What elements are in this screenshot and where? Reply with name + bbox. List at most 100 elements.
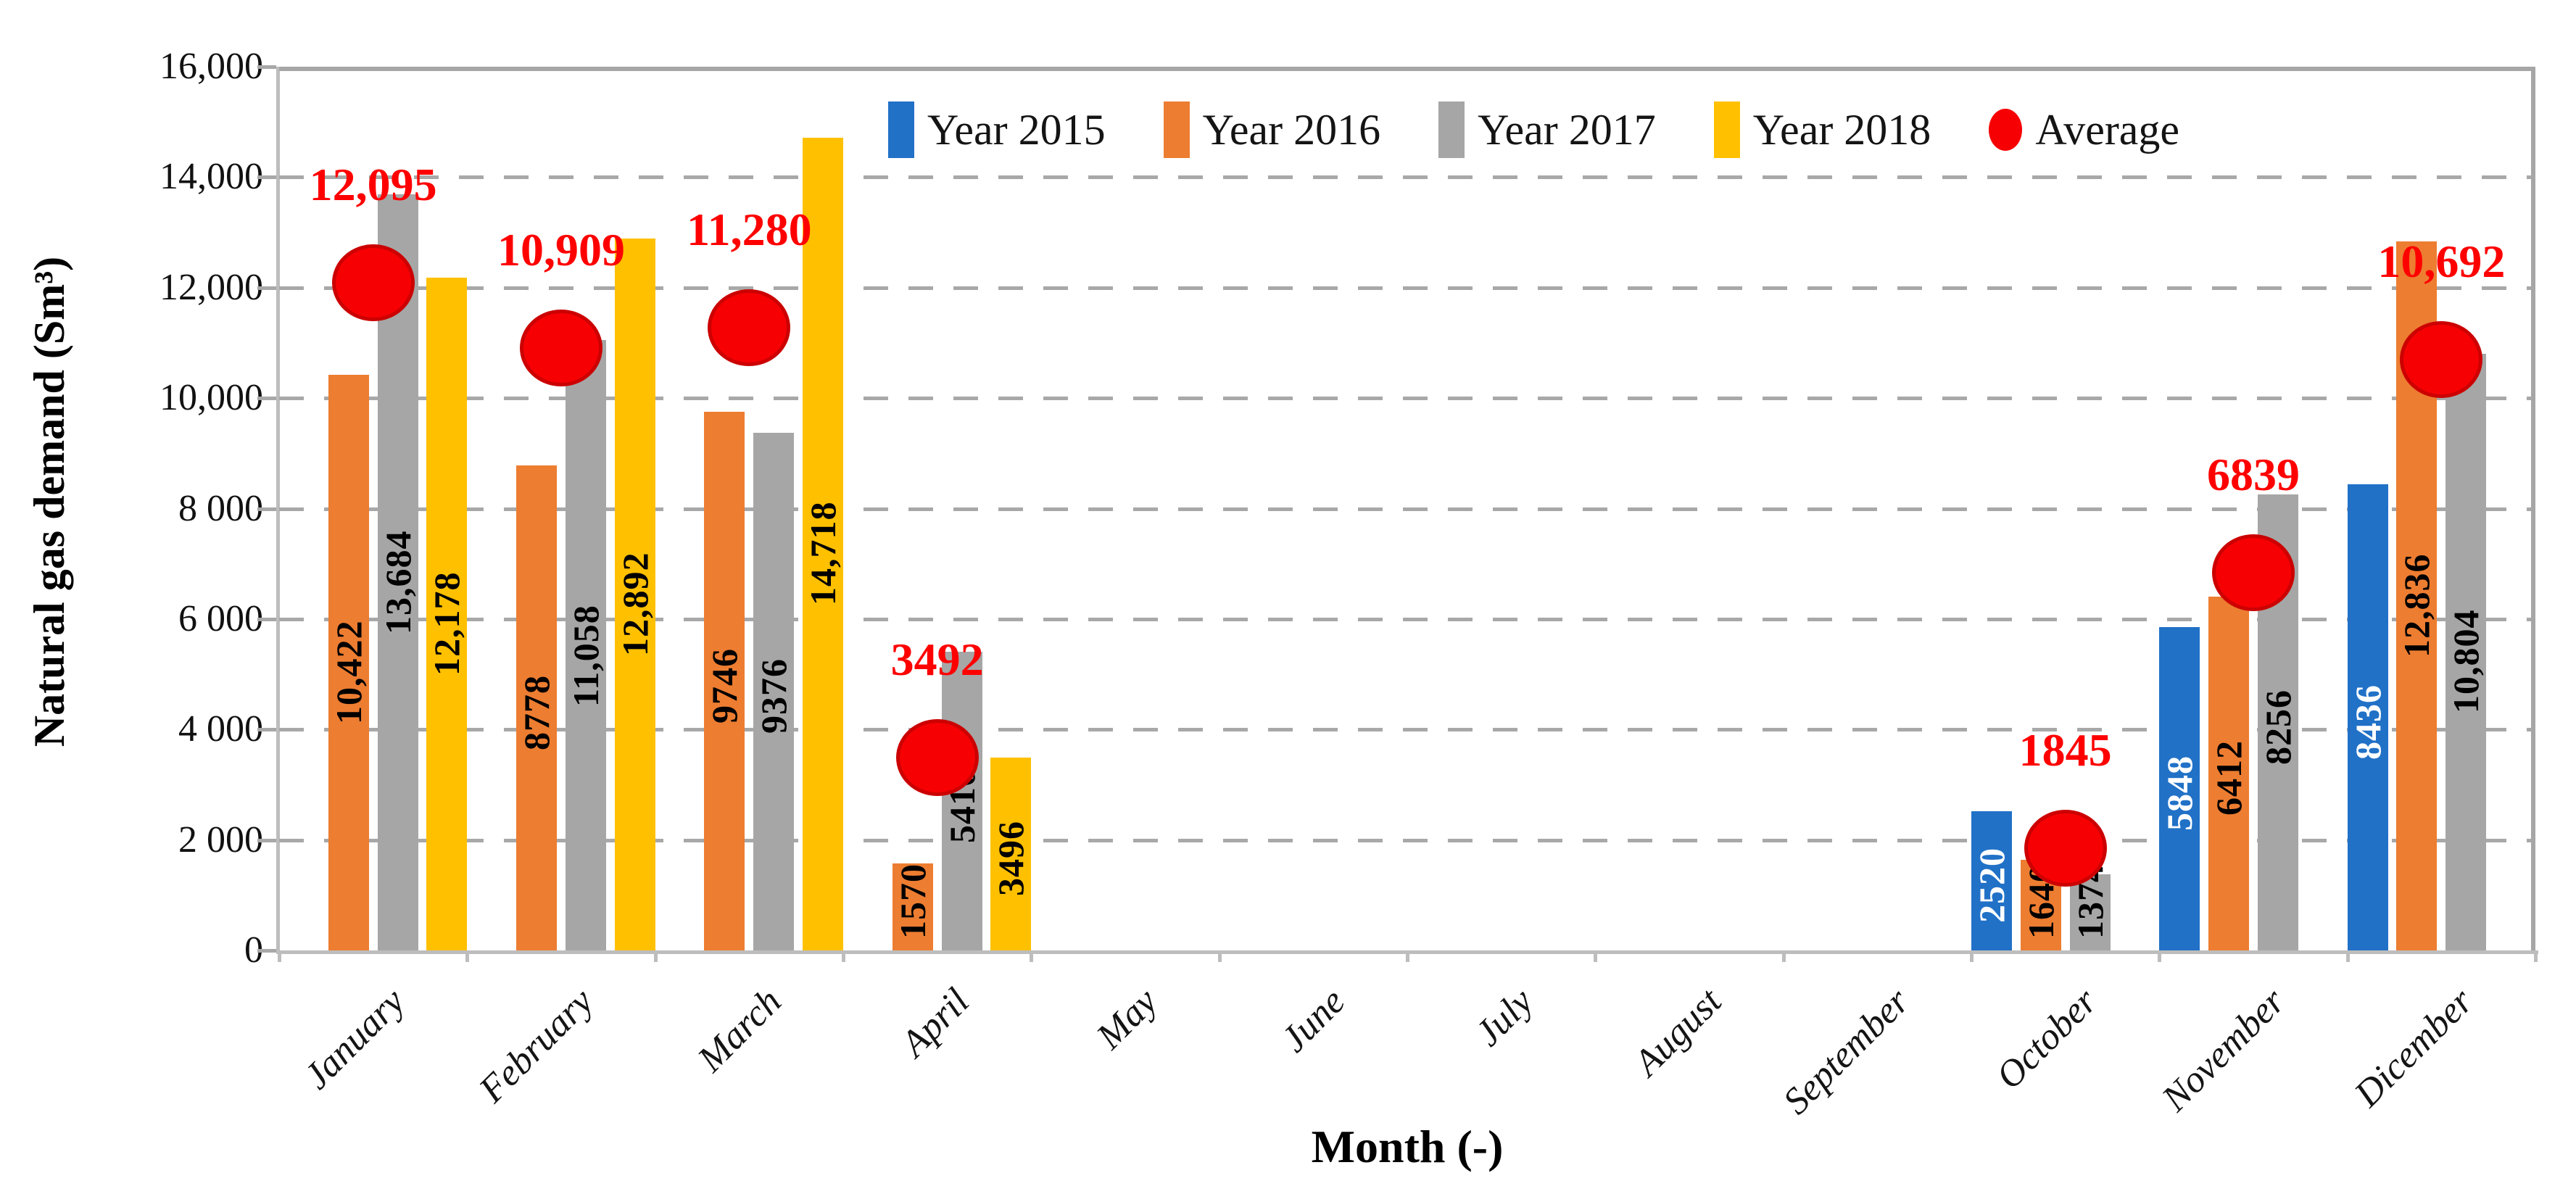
x-category-label-august: August [1625,980,1730,1085]
x-tick-mark [278,950,281,962]
y-tick-label-10000: 10,000 [160,377,263,419]
y-tick-label-16000: 16,000 [160,46,263,87]
average-dot-dicember [2400,321,2483,399]
bar-value-label: 12,892 [614,552,655,656]
bar-year-2018-january [426,278,468,950]
legend-square-marker [1438,101,1465,158]
legend-circle-marker [1989,109,2023,151]
y-tick-label-12000: 12,000 [160,266,263,308]
bar-year-2016-march [704,412,745,950]
gridline-10000 [279,397,2531,401]
legend-label: Year 2015 [927,105,1106,154]
bar-value-label: 11,058 [565,605,606,707]
bar-year-2015-dicember [2347,484,2388,950]
bar-year-2018-march [803,137,843,950]
x-tick-mark [1406,950,1409,962]
x-category-label-october: October [1988,980,2105,1098]
bar-value-label: 2520 [1971,847,2012,924]
average-dot-october [2024,810,2107,887]
legend-square-marker [1713,101,1740,158]
x-axis-title: Month (-) [1311,1121,1504,1172]
gridline-4000 [279,728,2531,732]
bar-value-label: 8436 [2347,684,2388,760]
average-value-label: 6839 [2207,448,2300,500]
x-tick-mark [2345,950,2350,962]
average-dot-january [331,244,415,321]
legend-label: Year 2017 [1478,105,1656,154]
x-category-label-april: April [893,980,977,1065]
y-axis-line [276,67,280,954]
bar-year-2017-march [753,432,795,950]
bar-value-label: 14,718 [803,501,843,606]
y-tick-label-8000: 8 000 [178,487,263,529]
average-value-label: 1845 [2018,724,2112,776]
legend-square-marker [888,101,914,158]
bar-year-2018-april [990,757,1032,950]
bar-year-2017-january [377,194,418,950]
bar-year-2017-october [2069,874,2111,950]
y-tick-label-0: 0 [244,929,263,971]
bar-year-2017-february [565,339,606,950]
bar-year-2015-november [2159,627,2200,950]
gridline-12000 [279,286,2531,290]
legend: Year 2015 Year 2016 Year 2017 Year 2018 Aver… [888,101,2179,158]
gridline-6000 [279,617,2531,621]
x-category-label-march: March [689,980,790,1080]
y-tick-mark [257,617,276,621]
x-tick-mark [842,950,845,962]
bar-value-label: 10,804 [2445,609,2487,714]
average-dot-april [895,718,979,796]
y-tick-mark [257,949,276,953]
legend-item-year-2017: Year 2017 [1438,101,1656,158]
legend-item-year-2018: Year 2018 [1713,101,1931,158]
bar-year-2016-november [2208,596,2250,950]
x-category-label-may: May [1088,980,1166,1058]
x-tick-mark [2158,950,2162,962]
legend-square-marker [1163,101,1190,158]
x-tick-mark [1781,950,1786,962]
x-tick-mark [1217,950,1222,962]
bar-value-label: 13,684 [377,530,418,634]
bar-value-label: 8778 [516,674,558,750]
y-tick-mark [257,286,276,290]
y-tick-label-6000: 6 000 [178,597,263,639]
x-category-label-dicember: Dicember [2347,980,2482,1115]
average-dot-february [520,309,602,386]
average-value-label: 10,692 [2377,236,2506,288]
average-value-label: 10,909 [497,223,625,275]
x-tick-mark [653,950,658,962]
gridline-14000 [279,175,2531,180]
legend-item-year-2016: Year 2016 [1163,101,1381,158]
bar-value-label: 1570 [892,863,933,939]
y-tick-mark [257,65,276,69]
bar-year-2016-february [516,465,558,950]
average-dot-march [708,289,791,366]
x-category-label-july: July [1467,980,1541,1055]
bar-value-label: 9746 [704,647,745,724]
bar-value-label: 12,836 [2396,553,2438,658]
x-category-label-june: June [1273,980,1354,1061]
legend-item-year-2015: Year 2015 [888,101,1106,158]
legend-label: Year 2018 [1752,105,1931,154]
bar-year-2017-dicember [2445,353,2487,950]
average-value-label: 3492 [890,633,984,685]
y-tick-mark [257,507,276,511]
x-category-label-november: November [2154,980,2294,1120]
legend-item-average: Average [1989,105,2179,155]
gridline-8000 [279,507,2531,511]
x-tick-mark [2534,950,2538,962]
y-tick-label-4000: 4 000 [178,708,263,750]
bar-year-2015-october [1971,811,2012,950]
legend-label: Year 2016 [1202,105,1381,154]
bar-year-2016-april [892,863,933,950]
y-tick-label-14000: 14,000 [160,156,263,198]
average-value-label: 11,280 [687,203,812,255]
x-tick-mark [1030,950,1034,962]
y-tick-mark [257,397,276,401]
y-tick-mark [257,838,276,842]
x-tick-mark [1970,950,1974,962]
average-value-label: 12,095 [309,158,437,210]
gridline-2000 [279,838,2531,842]
y-tick-label-2000: 2 000 [178,818,263,861]
bar-value-label: 3496 [990,820,1032,896]
